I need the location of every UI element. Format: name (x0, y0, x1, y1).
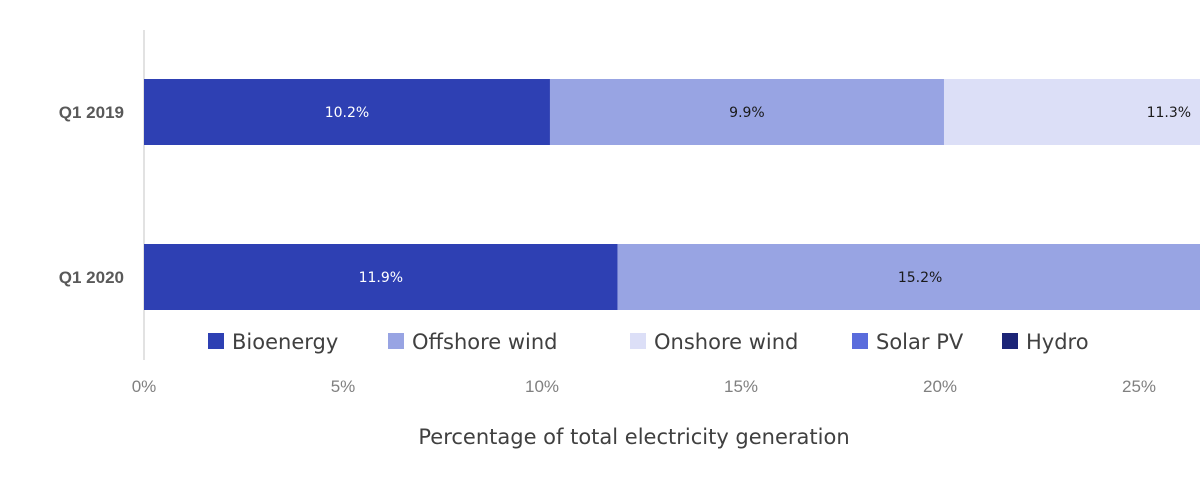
x-tick-label: 0% (132, 377, 157, 396)
data-label-onshore-wind-q1-2019: 11.3% (1147, 105, 1191, 121)
legend-swatch-solar-pv (852, 333, 868, 349)
bar-segments: 10.2%9.9%11.3%2.5%2.1%11.9%15.2%14.7%2.2… (144, 79, 1200, 310)
legend-label-hydro: Hydro (1026, 330, 1089, 354)
x-axis-title: Percentage of total electricity generati… (418, 425, 849, 449)
data-label-bioenergy-q1-2019: 10.2% (325, 105, 369, 121)
data-label-offshore-wind-q1-2019: 9.9% (729, 105, 765, 121)
bar-offshore-wind-q1-2020 (617, 244, 1200, 310)
data-label-bioenergy-q1-2020: 11.9% (359, 270, 403, 286)
legend-label-solar-pv: Solar PV (876, 330, 964, 354)
legend-label-bioenergy: Bioenergy (232, 330, 338, 354)
bar-bioenergy-q1-2020 (144, 244, 618, 310)
legend: Bioenergy Offshore wind Onshore wind Solar … (208, 330, 1089, 354)
category-labels: Q1 2019 Q1 2020 (59, 103, 124, 287)
x-tick-label: 20% (923, 377, 957, 396)
x-tick-label: 25% (1122, 377, 1156, 396)
legend-swatch-bioenergy (208, 333, 224, 349)
data-label-offshore-wind-q1-2020: 15.2% (898, 270, 942, 286)
category-label-q1-2020: Q1 2020 (59, 268, 124, 287)
category-label-q1-2019: Q1 2019 (59, 103, 124, 122)
x-tick-label: 15% (724, 377, 758, 396)
legend-swatch-hydro (1002, 333, 1018, 349)
bar-offshore-wind-q1-2019 (549, 79, 944, 145)
x-tick-labels: 0%5%10%15%20%25%30%35%40%45%50% (132, 377, 1156, 396)
bar-bioenergy-q1-2019 (144, 79, 550, 145)
x-tick-label: 10% (525, 377, 559, 396)
legend-label-offshore-wind: Offshore wind (412, 330, 558, 354)
bar-onshore-wind-q1-2019 (943, 79, 1200, 145)
legend-label-onshore-wind: Onshore wind (654, 330, 798, 354)
legend-swatch-offshore-wind (388, 333, 404, 349)
legend-swatch-onshore-wind (630, 333, 646, 349)
x-tick-label: 5% (331, 377, 356, 396)
